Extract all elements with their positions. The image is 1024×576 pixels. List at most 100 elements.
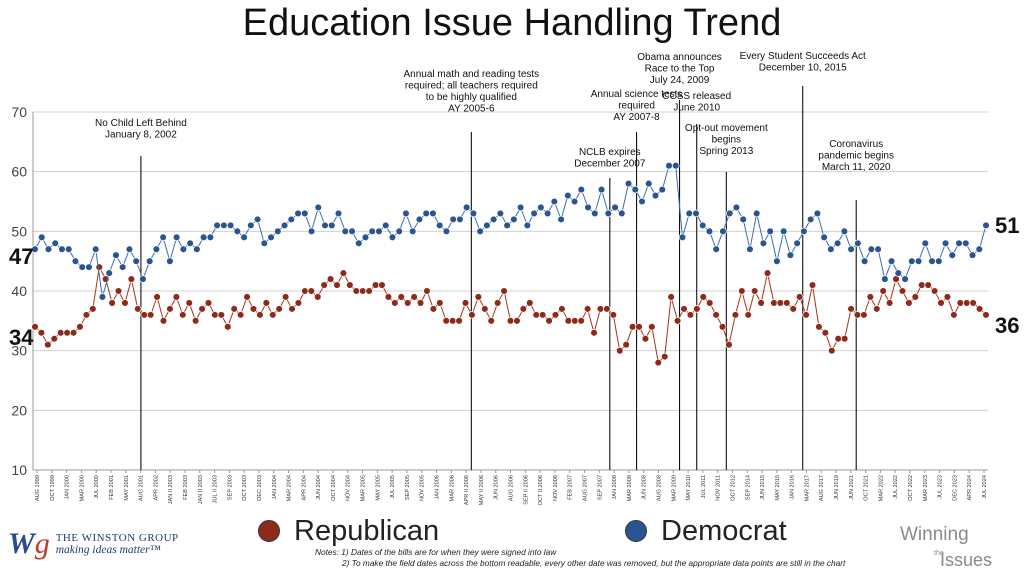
democrat-point [881, 275, 889, 283]
y-tick-label: 70 [11, 104, 27, 120]
x-tick-label: JUL 2000 [94, 475, 100, 499]
republican-point [153, 293, 161, 301]
x-tick-label: MAY II 2006 [479, 475, 485, 505]
democrat-point [550, 197, 559, 206]
democrat-point [58, 245, 66, 253]
event-annotations: No Child Left Behind January 8, 2002 Annua… [95, 51, 894, 470]
democrat-point [220, 221, 228, 230]
democrat-point [435, 221, 444, 230]
democrat-point [921, 239, 930, 248]
democrat-point [523, 221, 532, 230]
republican-point [911, 293, 920, 301]
republican-point [930, 287, 939, 295]
democrat-point [651, 191, 660, 200]
republican-point [468, 311, 476, 319]
y-tick-label: 10 [11, 462, 27, 478]
republican-point [474, 293, 483, 301]
democrat-point [543, 209, 552, 218]
democrat-point [132, 257, 140, 265]
republican-point [294, 299, 303, 307]
democrat-point [172, 233, 181, 242]
x-tick-label: JUN 2015 [760, 475, 766, 500]
republican-point [307, 287, 316, 295]
democrat-point [314, 203, 323, 212]
republican-point [134, 305, 142, 313]
democrat-point [78, 263, 86, 271]
republican-point [249, 305, 258, 313]
democrat-point [51, 239, 59, 248]
x-tick-label: JUL 2024 [982, 475, 988, 499]
republican-point [519, 305, 528, 313]
democrat-point [476, 227, 484, 236]
democrat-end-label: 51 [995, 213, 1019, 238]
democrat-point [240, 233, 248, 242]
republican-point [969, 299, 977, 307]
democrat-point [280, 221, 289, 230]
chart-notes: Notes: 1) Dates of the bills are for whe… [315, 547, 845, 569]
democrat-point [368, 227, 376, 236]
republican-point [301, 287, 309, 295]
democrat-point [739, 215, 747, 224]
democrat-point [564, 191, 572, 200]
democrat-point [442, 227, 451, 236]
legend-item-republican: Republican [258, 514, 439, 548]
democrat-point [962, 239, 970, 248]
x-tick-label: AUG 2007 [582, 475, 588, 501]
x-tick-label: SEP 2005 [405, 475, 411, 500]
republican-point [821, 329, 830, 337]
republican-point [718, 323, 727, 331]
republican-point [590, 329, 598, 337]
democrat-point [489, 215, 498, 224]
republican-point [783, 299, 791, 307]
x-tick-label: OCT 2012 [730, 475, 736, 501]
x-tick-label: MAY 2005 [375, 475, 381, 501]
x-tick-label: NOV 2004 [346, 475, 352, 501]
democrat-point [145, 257, 154, 265]
republican-point [840, 334, 849, 343]
democrat-point [354, 239, 363, 248]
republican-point [834, 334, 842, 343]
republican-point [905, 299, 913, 307]
democrat-point [645, 179, 653, 188]
y-tick-label: 60 [11, 164, 27, 180]
republican-point [333, 281, 341, 289]
republican-point [609, 311, 618, 319]
republican-point [558, 305, 566, 313]
annotation-text: Every Student Succeeds Act December 10, 2… [740, 51, 866, 74]
democrat-point [307, 227, 316, 236]
democrat-point [591, 209, 599, 218]
democrat-point [631, 185, 640, 194]
democrat-point [698, 221, 707, 230]
republican-point [667, 293, 675, 301]
democrat-point [779, 227, 788, 236]
republican-point [455, 317, 463, 325]
legend-label-republican: Republican [294, 514, 440, 547]
democrat-point [179, 245, 188, 253]
republican-point [660, 352, 669, 361]
note-line-2: 2) To make the field dates across the bo… [342, 558, 846, 568]
democrat-point [334, 209, 343, 218]
republican-point [403, 299, 412, 307]
democrat-point [516, 203, 525, 212]
republican-line [34, 265, 987, 364]
democrat-point [813, 209, 822, 218]
democrat-point [125, 245, 134, 253]
democrat-point [908, 257, 916, 265]
democrat-point [914, 257, 923, 265]
republican-point [423, 287, 431, 295]
republican-point [982, 311, 990, 319]
x-tick-label: OCT 2021 [864, 475, 870, 501]
x-tick-label: AUG 1999 [35, 475, 41, 501]
republican-point [956, 299, 965, 307]
republican-point [975, 305, 984, 313]
republican-point [114, 287, 123, 295]
democrat-point [658, 185, 667, 194]
republican-point [37, 329, 46, 337]
republican-point [211, 311, 219, 319]
republican-point [436, 299, 444, 307]
democrat-point [800, 227, 808, 236]
democrat-point [705, 227, 714, 236]
x-tick-label: OCT II 2006 [538, 475, 544, 505]
republican-point [828, 346, 836, 355]
x-tick-label: MAR 2022 [878, 475, 884, 501]
